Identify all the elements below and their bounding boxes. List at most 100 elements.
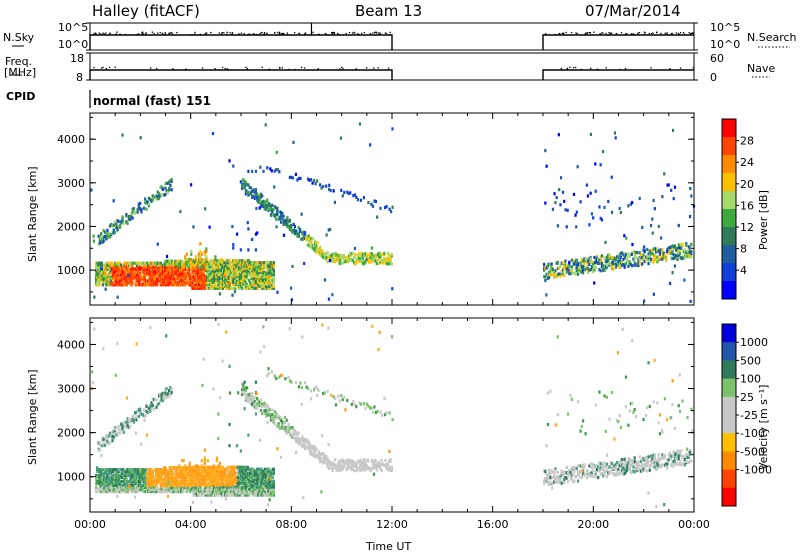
range-gate-cell	[212, 274, 216, 279]
range-gate-cell	[187, 466, 191, 470]
range-gate-cell	[208, 282, 211, 286]
range-gate-cell	[255, 481, 259, 485]
range-gate-cell	[157, 468, 160, 472]
range-gate-cell	[221, 483, 225, 487]
range-gate-cell	[192, 481, 195, 485]
range-gate-cell	[255, 274, 259, 279]
range-gate-cell	[194, 278, 197, 283]
range-gate-cell	[269, 284, 272, 288]
colorbar-swatch	[722, 137, 736, 156]
range-gate-cell	[170, 390, 173, 395]
range-gate-cell	[260, 263, 263, 267]
range-gate-cell	[241, 392, 244, 397]
range-gate-cell	[607, 253, 610, 257]
range-gate-cell	[206, 286, 209, 290]
range-gate-cell	[359, 198, 362, 202]
range-gate-cell	[226, 267, 229, 271]
range-gate-cell	[291, 264, 294, 269]
range-gate-cell	[262, 493, 265, 497]
range-gate-cell	[232, 261, 235, 265]
range-gate-cell	[133, 277, 136, 281]
range-gate-cell	[176, 273, 179, 277]
range-gate-cell	[159, 261, 162, 265]
range-gate-cell	[237, 485, 240, 489]
range-gate-cell	[123, 424, 127, 429]
range-gate-cell	[678, 256, 682, 260]
range-gate-cell	[341, 194, 344, 198]
range-gate-cell	[230, 280, 234, 284]
range-gate-cell	[597, 261, 600, 265]
range-gate-cell	[229, 475, 233, 479]
range-gate-cell	[228, 274, 231, 279]
range-gate-cell	[165, 271, 168, 275]
range-gate-cell	[127, 472, 131, 476]
range-gate-cell	[244, 386, 247, 390]
range-gate-cell	[101, 478, 105, 482]
range-gate-cell	[232, 493, 235, 497]
range-gate-cell	[242, 481, 245, 485]
range-gate-cell	[647, 261, 650, 266]
range-gate-cell	[155, 480, 158, 484]
range-gate-cell	[544, 266, 547, 271]
range-gate-cell	[270, 485, 273, 489]
range-gate-cell	[197, 257, 200, 262]
range-gate-cell	[212, 479, 216, 483]
range-gate-cell	[196, 487, 200, 491]
range-gate-cell	[126, 269, 129, 273]
range-gate-cell	[629, 262, 633, 267]
range-gate-cell	[247, 399, 250, 403]
range-gate-cell	[98, 281, 101, 285]
range-gate-cell	[215, 469, 219, 473]
range-gate-cell	[213, 267, 217, 271]
range-gate-cell	[332, 258, 336, 263]
range-gate-cell	[229, 267, 233, 271]
range-gate-cell	[264, 278, 268, 283]
range-gate-cell	[255, 280, 259, 284]
range-gate-cell	[139, 485, 142, 490]
range-gate-cell	[203, 461, 206, 465]
range-gate-cell	[259, 408, 263, 413]
range-gate-cell	[317, 247, 320, 252]
range-gate-cell	[149, 478, 152, 482]
range-gate-cell	[109, 485, 112, 490]
range-gate-cell	[155, 277, 158, 281]
range-gate-cell	[217, 278, 220, 283]
range-gate-cell	[303, 232, 307, 236]
range-gate-cell	[243, 481, 246, 485]
range-gate-cell	[235, 274, 238, 279]
range-gate-cell	[244, 180, 247, 185]
range-gate-cell	[560, 270, 563, 274]
range-gate-cell	[149, 271, 152, 275]
range-gate-cell	[254, 485, 257, 489]
range-gate-cell	[619, 265, 622, 269]
range-gate-cell	[274, 217, 278, 221]
range-gate-cell	[123, 277, 126, 281]
range-gate-cell	[261, 278, 265, 282]
range-gate-cell	[272, 487, 276, 491]
range-gate-cell	[122, 487, 125, 492]
range-gate-cell	[224, 270, 227, 275]
range-gate-cell	[272, 417, 275, 421]
range-gate-cell	[148, 478, 151, 482]
range-gate-cell	[203, 286, 206, 290]
range-gate-cell	[254, 190, 258, 194]
range-gate-cell	[174, 474, 177, 478]
range-gate-cell	[268, 487, 271, 491]
range-gate-cell	[102, 275, 106, 279]
range-gate-cell	[164, 267, 167, 271]
range-gate-cell	[148, 470, 151, 474]
range-gate-cell	[224, 269, 227, 273]
range-gate-cell	[235, 232, 239, 236]
range-gate-cell	[561, 268, 565, 272]
noise-dot	[560, 67, 563, 70]
range-gate-cell	[649, 257, 653, 261]
range-gate-cell	[226, 265, 229, 269]
range-gate-cell	[554, 274, 557, 278]
range-gate-cell	[249, 261, 252, 265]
range-gate-cell	[269, 485, 272, 489]
range-gate-cell	[145, 283, 149, 287]
range-gate-cell	[251, 269, 254, 273]
noise-dot	[565, 31, 567, 34]
range-gate-cell	[185, 482, 188, 486]
range-gate-cell	[247, 227, 250, 231]
